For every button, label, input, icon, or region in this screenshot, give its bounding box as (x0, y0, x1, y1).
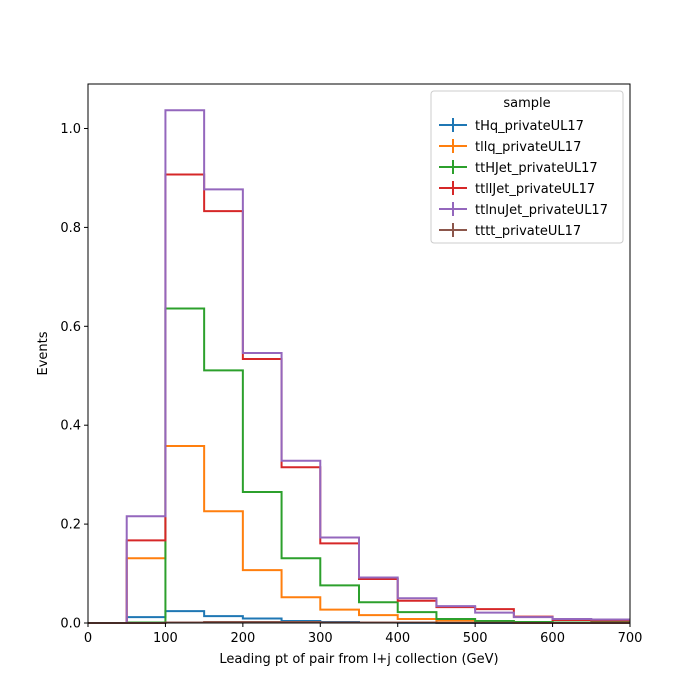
y-tick-label-1: 0.2 (60, 518, 81, 533)
y-tick-label-4: 0.8 (60, 221, 81, 236)
axes-layer: 0 100 200 300 400 500 600 700 0.0 0.2 0.4 0.6 0.8 1.0… (36, 83, 643, 667)
legend-entry-0: tHq_privateUL17 (439, 118, 584, 134)
series-line-2 (88, 307, 630, 624)
y-tick-label-2: 0.4 (60, 419, 81, 434)
legend-box (430, 90, 624, 244)
legend-label-0: tHq_privateUL17 (475, 119, 584, 134)
x-tick-label-6: 600 (540, 631, 565, 646)
legend-label-2: ttHJet_privateUL17 (475, 161, 598, 176)
legend-entry-5: tttt_privateUL17 (439, 223, 581, 239)
legend-title: sample (503, 96, 550, 111)
legend-label-4: ttlnuJet_privateUL17 (475, 203, 608, 218)
legend-entry-2: ttHJet_privateUL17 (439, 160, 598, 176)
legend-entry-4: ttlnuJet_privateUL17 (439, 202, 608, 218)
legend-entry-3: ttllJet_privateUL17 (439, 181, 595, 197)
x-tick-label-0: 0 (84, 631, 92, 646)
plot-frame (87, 83, 631, 624)
y-tick-label-0: 0.0 (60, 617, 81, 632)
legend-label-5: tttt_privateUL17 (475, 224, 581, 239)
x-tick-label-4: 400 (385, 631, 410, 646)
y-tick-label-5: 1.0 (60, 122, 81, 137)
x-tick-label-1: 100 (153, 631, 178, 646)
x-axis-label: Leading pt of pair from l+j collection (… (219, 652, 498, 667)
legend-label-1: tllq_privateUL17 (475, 140, 581, 155)
legend: sample tHq_privateUL17 tllq_privateUL17 ttH… (430, 90, 624, 244)
x-tick-label-7: 700 (618, 631, 643, 646)
legend-label-3: ttllJet_privateUL17 (475, 182, 595, 197)
y-tick-label-3: 0.6 (60, 320, 81, 335)
x-tick-label-3: 300 (308, 631, 333, 646)
series-line-4 (88, 109, 630, 624)
x-tick-label-2: 200 (230, 631, 255, 646)
legend-entry-1: tllq_privateUL17 (439, 139, 581, 155)
y-axis-label: Events (36, 331, 51, 375)
x-tick-label-5: 500 (463, 631, 488, 646)
